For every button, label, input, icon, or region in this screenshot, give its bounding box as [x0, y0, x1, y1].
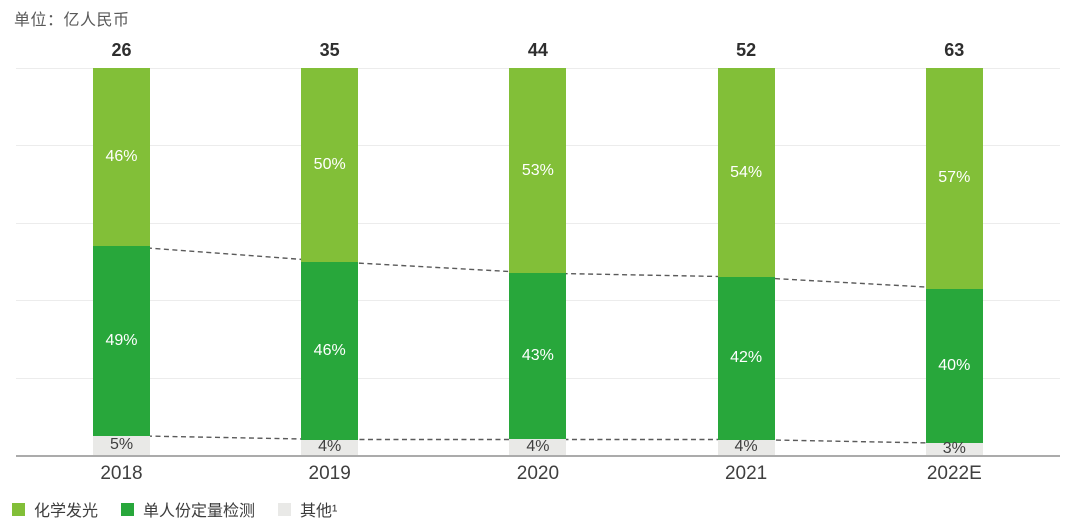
unit-label: 单位：亿人民币 [14, 12, 130, 29]
segment-percent-label: 40% [938, 356, 971, 374]
segment-percent-label: 57% [938, 169, 971, 187]
legend-label: 单人份定量检测 [143, 503, 256, 520]
legend-swatch-icon [12, 502, 25, 516]
legend-swatch-icon [121, 502, 135, 516]
segment-percent-label: 49% [105, 331, 138, 349]
bar-segment: 4% [509, 438, 567, 456]
bar-segment: 50% [301, 68, 359, 262]
bar-segment: 5% [93, 435, 150, 455]
legend-swatch-icon [278, 502, 292, 516]
bar-segment: 53% [509, 68, 567, 274]
bar-total-label: 35 [319, 40, 340, 60]
segment-percent-label: 4% [318, 438, 342, 456]
segment-percent-label: 3% [942, 440, 966, 458]
segment-percent-label: 4% [734, 438, 758, 456]
bar-total-label: 44 [527, 40, 548, 60]
segment-percent-label: 5% [109, 436, 134, 454]
bar-total-label: 26 [111, 40, 132, 60]
x-axis-category-label: 2021 [724, 463, 768, 484]
x-axis-category-label: 2018 [100, 463, 143, 484]
plot-area: 46% 49% 5% 50% 46% 4% 53% 43% 4% 54% 42% 4% 57% 40% 3% [16, 68, 1060, 458]
bar-segment: 3% [925, 440, 983, 458]
legend-label: 其他¹ [300, 503, 338, 520]
legend-item: 化学发光 [12, 497, 98, 521]
legend-item: 其他¹ [278, 497, 337, 521]
segment-percent-label: 53% [521, 161, 554, 179]
bar-segment: 46% [301, 261, 359, 440]
boundary-line-bottom [121, 434, 955, 445]
bar-segment: 46% [93, 68, 150, 246]
bar-segment: 40% [925, 288, 983, 444]
bar-segment: 49% [93, 246, 150, 436]
stacked-bar-2018: 46% 49% 5% [93, 68, 150, 455]
bar-segment: 54% [717, 68, 775, 277]
bar-total-label: 52 [736, 40, 757, 60]
x-axis-baseline [16, 455, 1060, 457]
segment-percent-label: 46% [313, 341, 346, 359]
x-axis-category-label: 2019 [308, 463, 351, 484]
bar-segment: 42% [717, 277, 775, 440]
segment-percent-label: 46% [105, 148, 138, 165]
legend-item: 单人份定量检测 [121, 497, 255, 521]
stacked-bar-2022E: 57% 40% 3% [925, 68, 983, 458]
bar-segment: 43% [509, 273, 567, 440]
chart-legend: 化学发光 单人份定量检测 其他¹ [12, 497, 360, 521]
stacked-bar-2021: 54% 42% 4% [717, 68, 775, 456]
bar-segment: 4% [301, 438, 359, 456]
segment-percent-label: 42% [730, 349, 763, 367]
segment-percent-label: 54% [730, 163, 763, 181]
segment-percent-label: 4% [526, 438, 550, 456]
bar-total-label: 63 [944, 40, 965, 60]
bar-segment: 4% [717, 438, 775, 456]
legend-label: 化学发光 [34, 503, 99, 520]
x-axis-category-label: 2022E [926, 463, 982, 484]
stacked-bar-2019: 50% 46% 4% [301, 68, 359, 456]
bar-segment: 57% [925, 68, 983, 289]
segment-percent-label: 50% [313, 155, 346, 173]
x-axis-category-label: 2020 [516, 463, 560, 484]
stacked-bar-2020: 53% 43% 4% [509, 68, 567, 456]
segment-percent-label: 43% [521, 347, 554, 365]
